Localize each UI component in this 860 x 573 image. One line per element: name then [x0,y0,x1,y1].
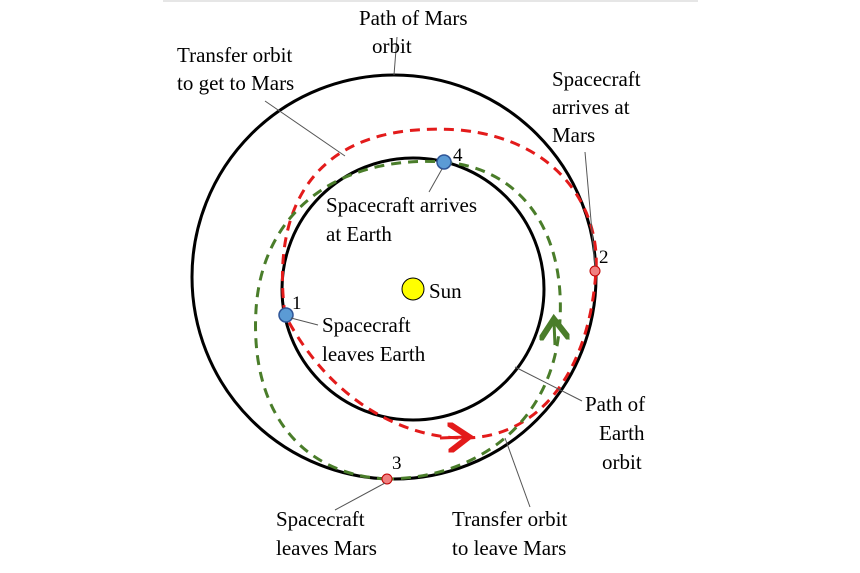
label-mars-orbit: Path of Mars orbit [359,6,473,58]
transfer-to-mars-arrow [439,437,466,438]
leader-transfer-leave-mars [504,437,531,508]
leader-transfer-to-mars [264,100,346,157]
point-3-label: 3 [392,453,402,474]
transfer-leave-mars-arrow [554,322,555,346]
leader-mars-orbit [393,36,398,76]
label-leaves-mars: Spacecraft leaves Mars [276,507,377,560]
point-3-mars-departure [381,473,393,485]
label-earth-orbit: Path of Earth orbit [585,392,650,474]
point-1-earth-departure [278,307,294,323]
leader-earth-orbit [514,366,583,402]
point-4-label: 4 [453,145,463,166]
point-4-earth-arrival [436,154,452,170]
point-2-label: 2 [599,247,609,268]
label-transfer-leave-mars: Transfer orbit to leave Mars [452,507,573,560]
sun-label: Sun [429,279,462,303]
leader-arrives-earth [428,168,443,193]
leader-arrives-mars [584,151,596,267]
label-arrives-earth: Spacecraft arrives at Earth [326,193,482,246]
label-transfer-to-mars: Transfer orbit to get to Mars [177,43,298,95]
label-arrives-mars: Spacecraft arrives at Mars [552,67,646,147]
leader-leaves-mars [334,482,386,511]
transfer-orbit-to-mars [280,127,598,440]
point-1-label: 1 [292,293,302,314]
leader-leaves-earth [290,317,319,326]
label-leaves-earth: Spacecraft leaves Earth [322,313,426,366]
sun-icon [401,277,425,301]
